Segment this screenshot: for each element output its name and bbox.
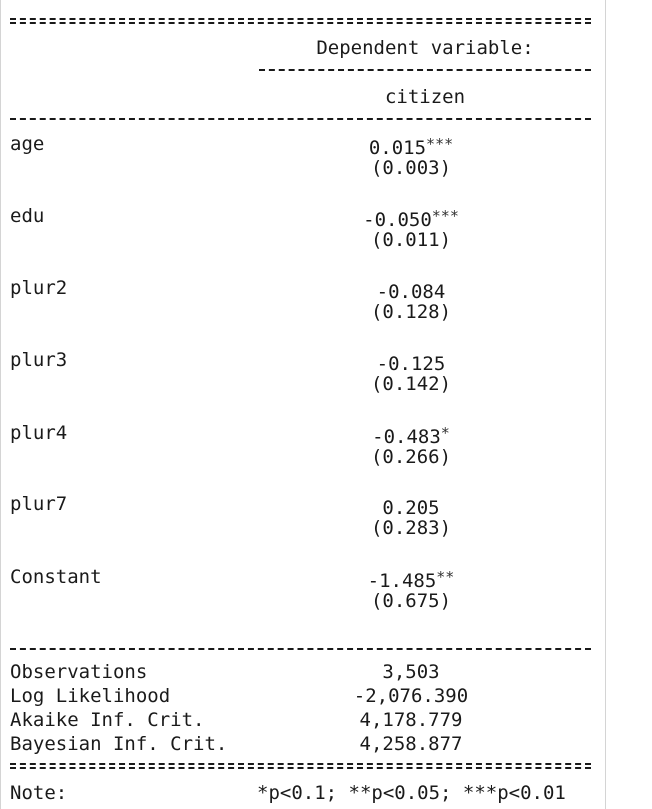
row-label-constant: Constant [10,566,102,588]
significance-stars: * [440,424,450,442]
row-label-age: age [10,133,45,155]
stat-label-observations: Observations [10,661,148,683]
row-label-plur4: plur4 [10,422,68,444]
se-plur7: (0.283) [370,517,452,539]
coef-plur4: -0.483* [372,424,450,448]
coef-edu: -0.050*** [363,207,459,231]
coef-age: 0.015*** [368,135,454,159]
se-constant: (0.675) [370,590,452,612]
stats-top-rule [10,645,591,653]
stat-label-aic: Akaike Inf. Crit. [10,709,205,731]
se-plur4: (0.266) [370,446,452,468]
row-label-plur2: plur2 [10,277,68,299]
coef-top-rule [10,115,591,123]
coef-plur3: -0.125 [376,353,446,375]
stat-value-bic: 4,258.877 [359,733,463,755]
se-age: (0.003) [370,157,452,179]
se-plur2: (0.128) [370,301,452,323]
se-plur3: (0.142) [370,373,452,395]
stat-value-log-likelihood: -2,076.390 [353,685,469,707]
row-label-plur7: plur7 [10,493,68,515]
significance-stars: ** [436,568,455,586]
top-double-rule [10,17,591,25]
note-text: *p<0.1; **p<0.05; ***p<0.01 [257,782,566,804]
dependent-variable-label: Dependent variable: [316,37,534,59]
coef-constant: -1.485** [367,568,455,592]
stat-label-log-likelihood: Log Likelihood [10,685,171,707]
coef-plur2: -0.084 [376,281,446,303]
header-rule [259,66,591,74]
coef-plur7: 0.205 [382,497,440,519]
stat-label-bic: Bayesian Inf. Crit. [10,733,228,755]
regression-table-frame: Dependent variable: citizen age 0.015***… [0,0,606,809]
stat-value-aic: 4,178.779 [359,709,463,731]
row-label-plur3: plur3 [10,349,68,371]
dependent-variable-name: citizen [384,86,466,108]
significance-stars: *** [431,207,459,225]
bottom-double-rule [10,762,591,770]
note-label: Note: [10,782,68,804]
row-label-edu: edu [10,205,45,227]
significance-stars: *** [426,135,454,153]
se-edu: (0.011) [370,229,452,251]
stat-value-observations: 3,503 [382,661,440,683]
